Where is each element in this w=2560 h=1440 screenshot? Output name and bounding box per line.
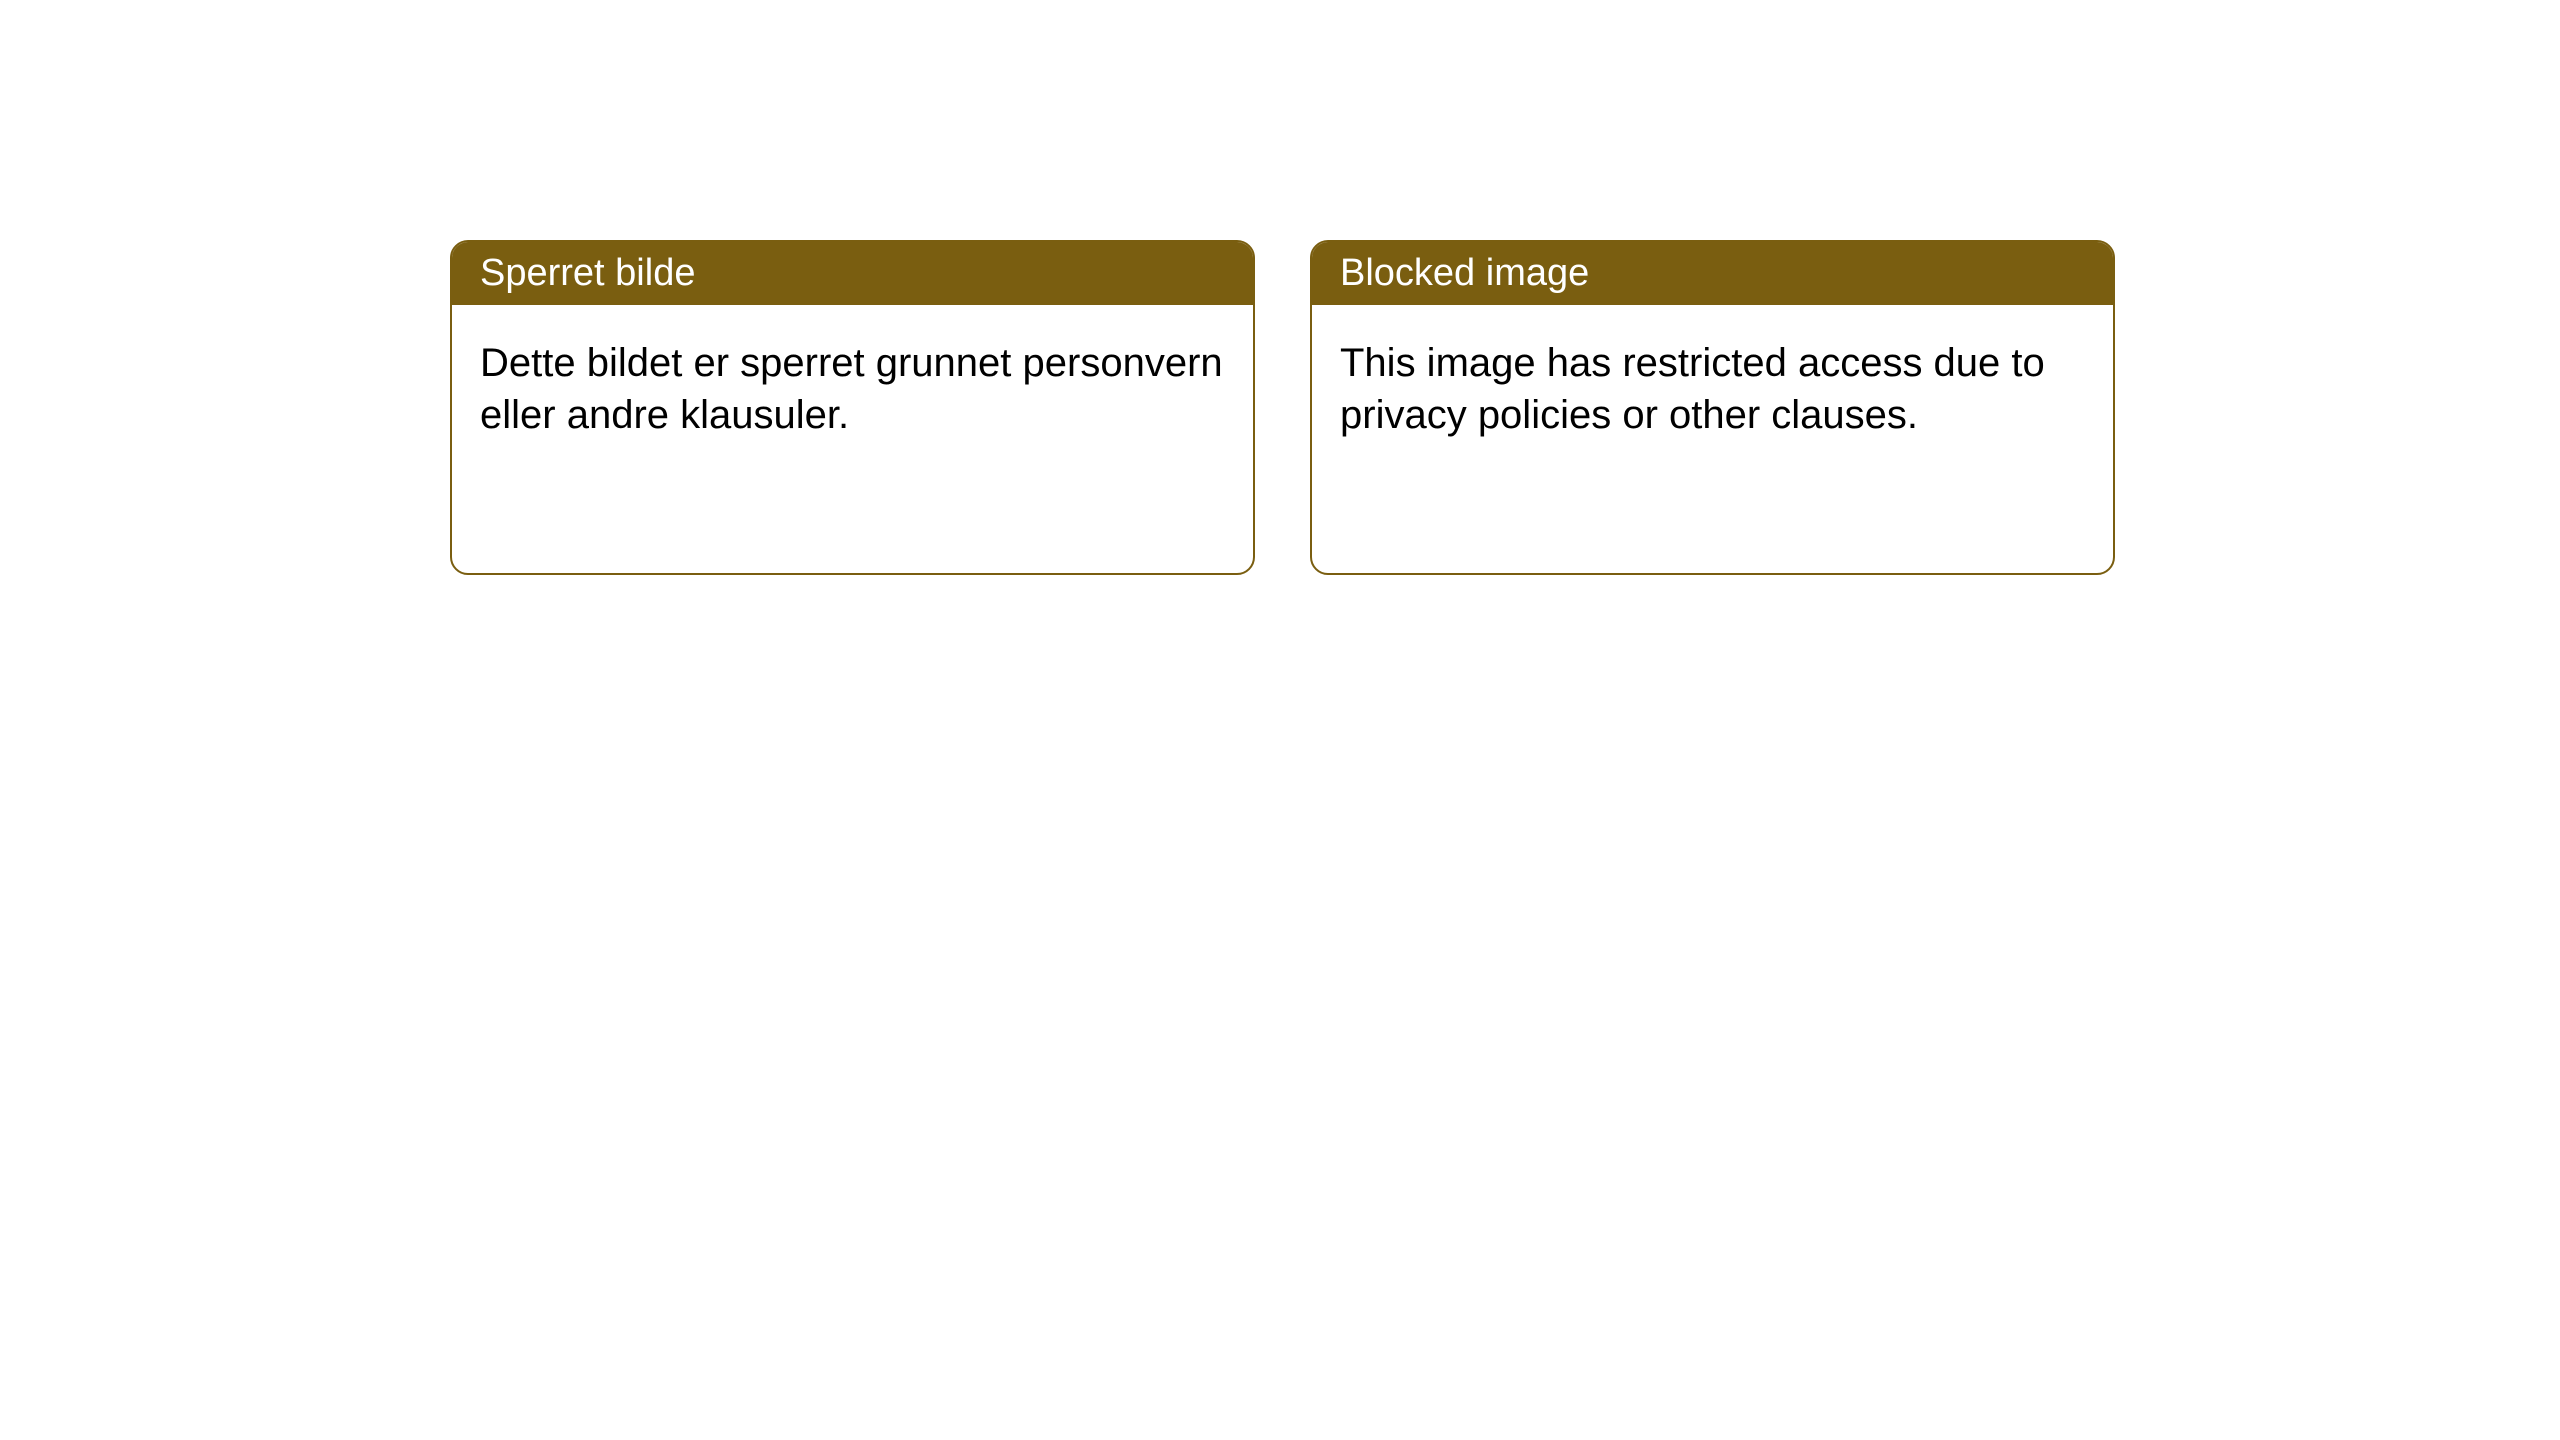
notice-header-norwegian: Sperret bilde — [452, 242, 1253, 305]
notice-body-norwegian: Dette bildet er sperret grunnet personve… — [452, 305, 1253, 473]
notice-card-english: Blocked image This image has restricted … — [1310, 240, 2115, 575]
notice-card-norwegian: Sperret bilde Dette bildet er sperret gr… — [450, 240, 1255, 575]
notice-body-english: This image has restricted access due to … — [1312, 305, 2113, 473]
notice-header-english: Blocked image — [1312, 242, 2113, 305]
notice-container: Sperret bilde Dette bildet er sperret gr… — [0, 0, 2560, 575]
